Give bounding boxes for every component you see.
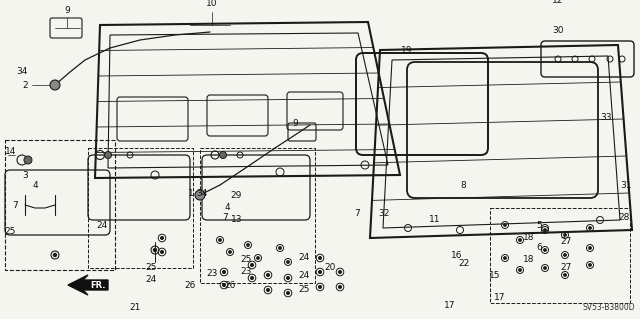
Bar [88, 148, 193, 268]
Circle shape [504, 224, 506, 226]
Text: 13: 13 [230, 216, 242, 225]
Circle shape [589, 264, 591, 266]
Circle shape [247, 244, 249, 246]
Circle shape [154, 249, 157, 251]
Circle shape [504, 257, 506, 259]
Circle shape [251, 277, 253, 279]
Text: 34: 34 [17, 68, 28, 77]
Text: 1: 1 [188, 189, 194, 197]
Circle shape [50, 80, 60, 90]
Circle shape [229, 251, 231, 253]
Text: 15: 15 [488, 271, 500, 279]
Text: 7: 7 [355, 209, 360, 218]
Circle shape [589, 227, 591, 229]
Text: 6: 6 [536, 243, 541, 253]
Bar [490, 208, 630, 303]
Circle shape [219, 239, 221, 241]
Text: 25: 25 [146, 263, 157, 272]
Circle shape [339, 286, 341, 288]
Text: 30: 30 [552, 26, 564, 35]
Text: 12: 12 [552, 0, 564, 5]
Circle shape [279, 247, 281, 249]
Text: 27: 27 [560, 263, 572, 272]
Circle shape [589, 247, 591, 249]
Text: 8: 8 [460, 181, 466, 189]
Circle shape [287, 292, 289, 294]
Circle shape [220, 152, 227, 159]
Text: 14: 14 [5, 147, 17, 157]
Text: 20: 20 [324, 263, 336, 272]
Circle shape [161, 237, 163, 239]
Text: 27: 27 [560, 238, 572, 247]
Circle shape [267, 274, 269, 276]
Text: 23: 23 [207, 269, 218, 278]
Circle shape [287, 277, 289, 279]
Text: 4: 4 [33, 181, 38, 189]
Circle shape [267, 289, 269, 291]
Text: 19: 19 [401, 46, 413, 55]
Text: 24: 24 [97, 220, 108, 229]
Text: 11: 11 [429, 216, 440, 225]
Text: 25: 25 [241, 256, 252, 264]
Text: 28: 28 [618, 213, 629, 222]
Circle shape [564, 254, 566, 256]
Text: 23: 23 [241, 268, 252, 277]
Text: 31: 31 [620, 181, 632, 189]
Circle shape [223, 284, 225, 286]
Text: 22: 22 [459, 258, 470, 268]
Circle shape [223, 271, 225, 273]
Text: 4: 4 [225, 203, 230, 211]
Text: 25: 25 [4, 227, 16, 236]
Circle shape [319, 286, 321, 288]
Circle shape [287, 261, 289, 263]
Text: 7: 7 [12, 201, 18, 210]
Circle shape [519, 269, 521, 271]
Text: 24: 24 [299, 271, 310, 279]
Circle shape [544, 249, 546, 251]
Circle shape [564, 274, 566, 276]
Circle shape [195, 190, 205, 200]
Bar [5, 140, 115, 270]
Circle shape [564, 234, 566, 236]
Circle shape [24, 156, 32, 164]
Text: 34: 34 [196, 189, 208, 197]
Text: SV53-B3800D: SV53-B3800D [582, 303, 635, 312]
Polygon shape [68, 275, 108, 295]
Text: 10: 10 [206, 0, 218, 8]
Text: 24: 24 [146, 276, 157, 285]
Circle shape [544, 229, 546, 231]
Circle shape [161, 251, 163, 253]
Text: 9: 9 [292, 119, 298, 128]
Circle shape [519, 239, 521, 241]
Circle shape [257, 257, 259, 259]
Text: 3: 3 [22, 170, 28, 180]
Text: 18: 18 [523, 233, 534, 241]
Text: 21: 21 [129, 303, 141, 312]
Text: 5: 5 [536, 220, 541, 229]
Text: 33: 33 [600, 114, 611, 122]
Circle shape [339, 271, 341, 273]
Text: 25: 25 [299, 286, 310, 294]
Text: 18: 18 [523, 256, 534, 264]
Circle shape [104, 152, 111, 159]
Text: 17: 17 [444, 300, 455, 309]
Circle shape [319, 257, 321, 259]
Circle shape [54, 254, 56, 256]
Text: 2: 2 [22, 80, 28, 90]
Text: 26: 26 [225, 280, 236, 290]
Text: 17: 17 [493, 293, 505, 302]
Text: FR.: FR. [90, 280, 106, 290]
Text: 32: 32 [378, 209, 389, 218]
Circle shape [319, 271, 321, 273]
Text: 26: 26 [184, 281, 196, 291]
Text: 9: 9 [64, 6, 70, 15]
Circle shape [544, 267, 546, 269]
Bar [200, 148, 315, 283]
Text: 7: 7 [222, 213, 228, 222]
Text: 16: 16 [451, 250, 462, 259]
Circle shape [251, 264, 253, 266]
Text: 29: 29 [230, 190, 242, 199]
Text: 24: 24 [299, 254, 310, 263]
